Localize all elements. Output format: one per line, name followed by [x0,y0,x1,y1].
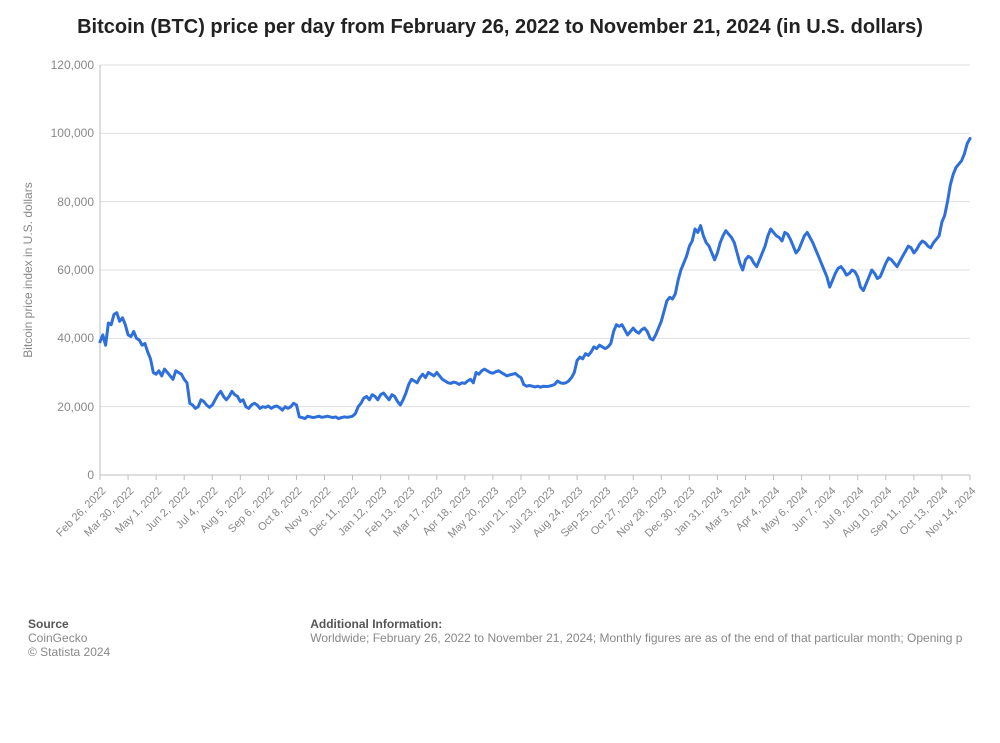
plot-area: 020,00040,00060,00080,000100,000120,000 [100,65,970,475]
y-tick-label: 60,000 [57,263,100,277]
source-block: Source CoinGecko © Statista 2024 [28,617,110,659]
source-label: Source [28,617,110,631]
y-tick-label: 80,000 [57,195,100,209]
source-value: CoinGecko [28,631,110,645]
y-tick-label: 40,000 [57,331,100,345]
y-tick-label: 100,000 [51,126,100,140]
y-tick-label: 120,000 [51,58,100,72]
copyright: © Statista 2024 [28,645,110,659]
chart-footer: Source CoinGecko © Statista 2024 Additio… [28,617,1000,659]
additional-value: Worldwide; February 26, 2022 to November… [310,631,980,645]
additional-label: Additional Information: [310,617,980,631]
chart-container: Bitcoin price index in U.S. dollars 020,… [20,45,980,605]
chart-title: Bitcoin (BTC) price per day from Februar… [0,0,1000,45]
additional-block: Additional Information: Worldwide; Febru… [310,617,1000,659]
y-tick-label: 20,000 [57,400,100,414]
y-tick-label: 0 [87,468,100,482]
